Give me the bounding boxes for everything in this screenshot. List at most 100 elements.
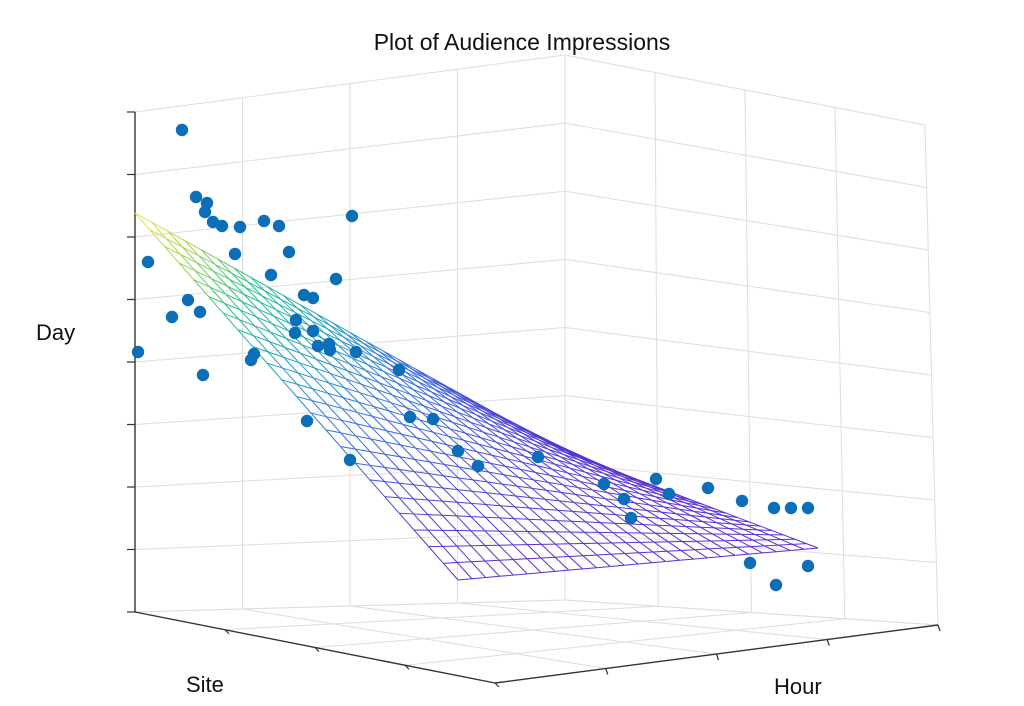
scatter-point: [244, 353, 258, 367]
surface-mesh-line: [432, 378, 450, 389]
surface-mesh-line: [541, 570, 555, 574]
surface-mesh-line: [518, 425, 536, 435]
surface-mesh-line: [444, 401, 461, 409]
surface-mesh-line: [642, 524, 658, 526]
surface-mesh-line: [598, 532, 613, 544]
surface-mesh-line: [357, 411, 373, 417]
surface-mesh-line: [554, 463, 571, 469]
surface-mesh-line: [355, 462, 371, 466]
surface-mesh-line: [624, 490, 638, 499]
surface-mesh-line: [280, 298, 298, 309]
surface-mesh-line: [366, 341, 384, 352]
site-axis-tick: [404, 664, 410, 670]
surface-mesh-line: [592, 489, 606, 500]
surface-mesh-line: [562, 484, 578, 488]
surface-mesh-line: [434, 388, 448, 400]
surface-mesh-line: [180, 254, 198, 264]
surface-mesh-line: [554, 445, 571, 454]
surface-mesh-line: [582, 567, 597, 570]
surface-mesh-line: [333, 322, 347, 335]
surface-mesh-line: [672, 496, 689, 502]
surface-mesh-line: [486, 492, 502, 495]
surface-mesh-line: [349, 363, 366, 371]
surface-mesh-line: [627, 486, 641, 494]
surface-mesh-line: [484, 530, 500, 546]
surface-mesh-line: [512, 559, 528, 575]
surface-mesh-line: [579, 459, 595, 466]
surface-mesh-line: [460, 456, 475, 470]
surface-mesh-line: [527, 557, 542, 560]
scatter-point: [743, 556, 757, 570]
surface-mesh-line: [196, 262, 214, 272]
surface-mesh-line: [575, 494, 591, 498]
floor-grid: [134, 599, 939, 684]
surface-mesh-line: [529, 497, 544, 510]
surface-mesh-line: [506, 458, 521, 470]
surface-mesh-line: [498, 544, 514, 560]
surface-mesh-line: [399, 512, 414, 515]
scatter-point: [597, 477, 611, 491]
surface-mesh-line: [669, 499, 682, 506]
surface-mesh-line: [642, 524, 656, 534]
surface-mesh-line: [270, 331, 287, 339]
surface-mesh-line: [466, 403, 483, 412]
surface-mesh-line: [614, 522, 629, 525]
surface-mesh-line: [401, 433, 416, 449]
surface-mesh-line: [335, 350, 350, 365]
scatter-point: [426, 412, 440, 426]
surface-mesh-line: [637, 562, 652, 565]
surface-mesh-line: [373, 406, 389, 421]
surface-mesh-line: [681, 504, 697, 509]
surface-mesh-line: [355, 435, 371, 453]
surface-mesh-line: [424, 377, 442, 387]
surface-mesh-line: [415, 368, 433, 379]
surface-mesh-line: [402, 374, 419, 383]
surface-mesh-line: [376, 389, 391, 403]
surface-mesh-line: [666, 550, 680, 561]
scatter-points-in-front: [131, 288, 815, 592]
surface-mesh-line: [572, 463, 589, 470]
surface-mesh-line: [693, 510, 709, 514]
surface-mesh-line: [233, 267, 252, 278]
surface-mesh-line: [714, 527, 727, 535]
surface-mesh-line: [463, 405, 480, 413]
surface-mesh-line: [520, 468, 536, 473]
surface-mesh-line: [441, 386, 458, 396]
surface-mesh-line: [463, 439, 478, 453]
surface-mesh-line: [582, 458, 599, 466]
scatter-point: [531, 450, 545, 464]
surface-mesh-line: [480, 437, 495, 449]
x-axis-label: Site: [186, 672, 224, 697]
surface-mesh-line: [351, 357, 366, 371]
surface-mesh-line: [757, 529, 773, 532]
surface-mesh-line: [456, 530, 472, 547]
surface-mesh-line: [247, 281, 263, 297]
surface-mesh-line: [369, 359, 384, 372]
surface-mesh-line: [491, 420, 508, 428]
surface-mesh-line: [626, 532, 641, 543]
surface-mesh-line: [281, 379, 298, 385]
surface-mesh-line: [604, 498, 619, 508]
surface-mesh-line: [250, 276, 268, 287]
surface-mesh-line: [560, 456, 577, 463]
surface-mesh-line: [603, 472, 619, 479]
surface-mesh-line: [639, 493, 653, 501]
surface-mesh-line: [342, 397, 359, 403]
surface-mesh-line: [434, 423, 451, 430]
surface-mesh-line: [456, 501, 472, 517]
surface-mesh-line: [547, 481, 562, 493]
surface-mesh-line: [625, 542, 640, 554]
surface-mesh-line: [457, 489, 472, 504]
surface-mesh-line: [615, 479, 628, 488]
surface-mesh-line: [325, 429, 341, 434]
surface-mesh-line: [586, 458, 603, 466]
surface-mesh-line: [438, 410, 453, 423]
surface-mesh-line: [511, 446, 525, 457]
surface-mesh-line: [554, 556, 570, 571]
surface-mesh-line: [624, 490, 640, 495]
surface-mesh-line: [268, 341, 285, 348]
surface-mesh-line: [343, 387, 359, 403]
surface-mesh-line: [346, 333, 361, 346]
surface-mesh-line: [421, 379, 439, 388]
surface-mesh-line: [182, 246, 200, 257]
